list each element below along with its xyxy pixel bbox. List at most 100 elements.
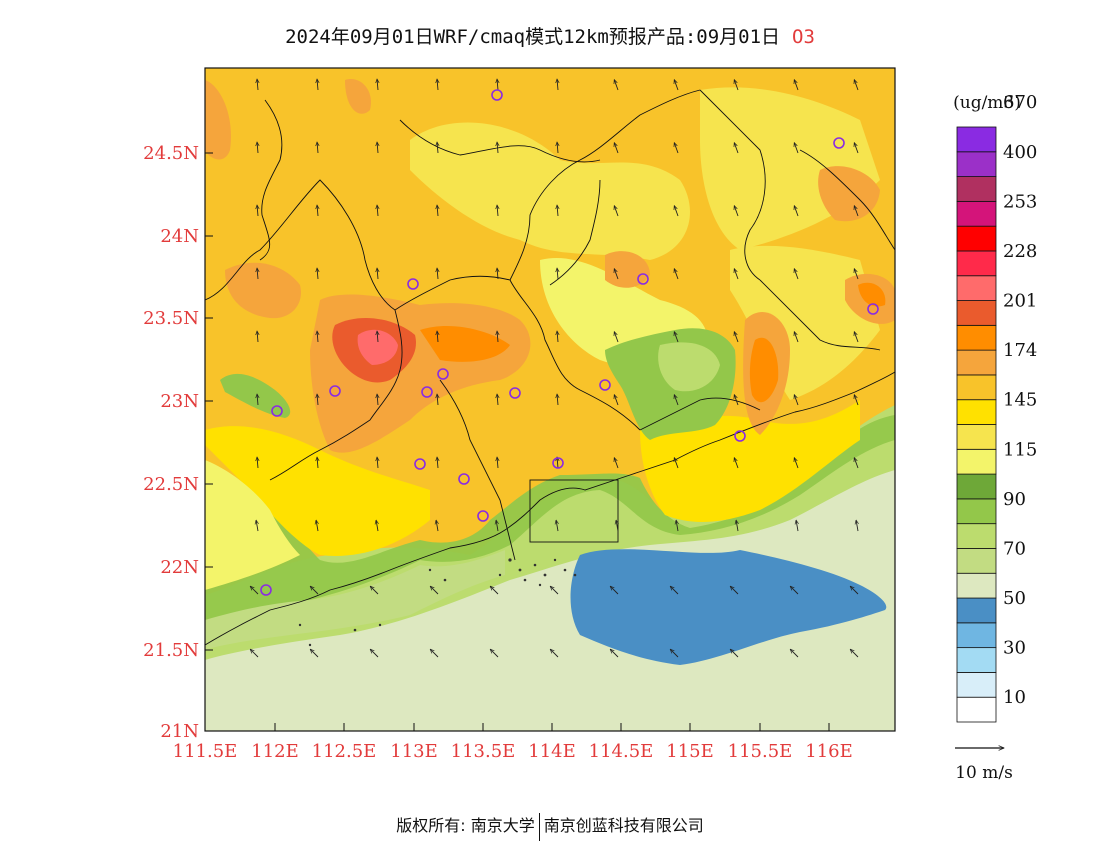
wind-arrow xyxy=(610,586,619,595)
wind-arrow xyxy=(854,395,859,406)
wind-arrow xyxy=(490,586,499,595)
orange-core-east xyxy=(749,337,779,403)
green-patch-west xyxy=(220,373,291,418)
wind-arrow xyxy=(614,458,619,469)
island xyxy=(573,573,577,577)
colorbar-label: 400 xyxy=(1003,142,1037,163)
colorbar-band xyxy=(956,275,997,301)
colorbar-band xyxy=(956,597,997,624)
wind-arrow xyxy=(670,649,679,658)
colorbar-band xyxy=(956,374,997,401)
wind-arrow xyxy=(437,268,438,280)
footer: 版权所有: 南京大学 南京创蓝科技有限公司 xyxy=(0,812,1100,841)
wind-scale-legend: 10 m/s xyxy=(955,748,1013,783)
lon-label: 111.5E xyxy=(173,741,238,762)
colorbar-label: 201 xyxy=(1003,291,1037,312)
wind-arrow xyxy=(437,205,438,217)
wind-arrow xyxy=(676,520,678,532)
wind-arrow xyxy=(557,79,558,91)
island xyxy=(353,628,357,632)
company-text: 南京创蓝科技有限公司 xyxy=(543,816,704,835)
wind-arrow xyxy=(674,332,679,343)
colorbar-band xyxy=(956,523,997,549)
wind-arrow xyxy=(377,268,378,280)
coastal-light-green xyxy=(205,550,505,650)
wind-arrow xyxy=(317,394,318,406)
wind-arrow xyxy=(854,80,859,91)
yellow-zone-north xyxy=(410,122,690,260)
boundary-lines xyxy=(205,89,895,646)
yellow-zone-southwest xyxy=(205,460,300,590)
wind-arrow xyxy=(490,649,499,658)
wind-arrow xyxy=(310,649,319,658)
wind-arrow xyxy=(790,586,799,595)
wind-arrow xyxy=(616,520,618,532)
site-marker xyxy=(414,458,426,470)
colorbar-band xyxy=(956,448,997,475)
wind-arrow xyxy=(257,79,258,91)
islands xyxy=(298,558,577,647)
wind-arrow xyxy=(854,206,859,217)
orange-core-northeast xyxy=(858,282,886,307)
colorbar-band xyxy=(956,672,997,698)
wind-arrow xyxy=(674,395,679,406)
lat-label: 21N xyxy=(160,721,199,742)
orange-hotspot-north xyxy=(345,79,371,114)
colorbar-band xyxy=(956,498,997,525)
wind-arrow xyxy=(734,206,739,217)
wind-arrow xyxy=(376,520,378,532)
wind-arrow xyxy=(557,142,558,154)
wind-arrow xyxy=(850,649,859,658)
wind-arrow xyxy=(317,268,318,280)
wind-arrow xyxy=(317,331,318,343)
boundary-line xyxy=(759,279,881,351)
boundary-line xyxy=(799,149,895,251)
wind-arrow xyxy=(674,458,679,469)
wind-arrow xyxy=(794,206,799,217)
island xyxy=(523,578,527,582)
wind-arrow xyxy=(256,520,258,532)
lon-label: 115.5E xyxy=(728,741,793,762)
wind-arrow xyxy=(377,79,378,91)
copyright-text: 版权所有: 南京大学 xyxy=(396,816,535,835)
island xyxy=(553,558,557,562)
colorbar-band xyxy=(956,473,997,500)
colorbar-label: 30 xyxy=(1003,638,1026,659)
orange-hotspot-east-2 xyxy=(818,166,880,222)
boundary-line xyxy=(639,397,761,431)
wind-arrow xyxy=(257,331,258,343)
lat-label: 23.5N xyxy=(143,308,199,329)
wind-arrow xyxy=(377,457,378,469)
colorbar-band xyxy=(956,250,997,277)
wind-arrow xyxy=(557,331,558,343)
site-marker xyxy=(509,387,521,399)
coastline xyxy=(205,371,895,646)
site-marker xyxy=(599,379,611,391)
longitude-axis: 111.5E 112E 112.5E 113E 113.5E 114E 114.5E 115E… xyxy=(173,723,853,762)
wind-arrow xyxy=(614,143,619,154)
lon-label: 114.5E xyxy=(589,741,654,762)
colorbar-label: 145 xyxy=(1003,390,1037,411)
island xyxy=(563,568,567,572)
wind-arrow xyxy=(670,586,679,595)
colorbar-label: 174 xyxy=(1003,340,1037,361)
wind-arrow xyxy=(437,79,438,91)
light-green-patch-inland xyxy=(658,342,720,392)
wind-arrow xyxy=(557,205,558,217)
wind-arrow xyxy=(736,520,738,532)
site-marker xyxy=(867,303,879,315)
wind-arrow xyxy=(614,395,619,406)
wind-arrow xyxy=(794,458,799,469)
orange-hotspot-northwest xyxy=(205,80,231,160)
site-marker xyxy=(271,405,283,417)
site-marker xyxy=(329,385,341,397)
site-marker xyxy=(734,430,746,442)
wind-arrow xyxy=(497,331,498,343)
wind-arrow xyxy=(430,586,439,595)
pink-hotspot xyxy=(357,329,398,365)
lon-label: 112.5E xyxy=(312,741,377,762)
wind-arrow xyxy=(437,331,438,343)
wind-arrow xyxy=(437,142,438,154)
wind-arrow xyxy=(496,520,498,532)
